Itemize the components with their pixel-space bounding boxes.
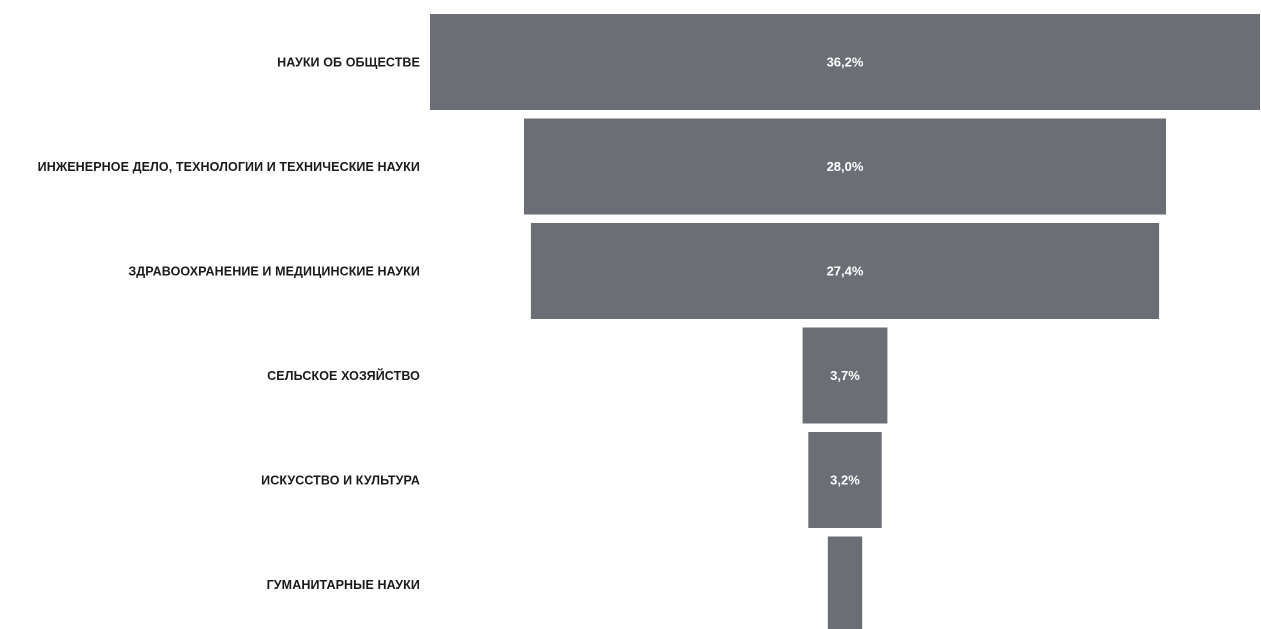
funnel-bar xyxy=(802,327,888,424)
funnel-bar xyxy=(430,14,1260,110)
funnel-bar xyxy=(827,536,863,629)
category-label: НАУКИ ОБ ОБЩЕСТВЕ xyxy=(277,56,420,70)
funnel-bar xyxy=(524,118,1166,215)
value-label: 27,4% xyxy=(827,264,864,279)
value-label: 36,2% xyxy=(827,55,864,70)
funnel-bar xyxy=(808,432,882,528)
value-label: 3,7% xyxy=(830,368,860,383)
value-label: 28,0% xyxy=(827,159,864,174)
category-label: ИСКУССТВО И КУЛЬТУРА xyxy=(261,474,420,488)
category-label: ГУМАНИТАРНЫЕ НАУКИ xyxy=(267,578,420,592)
category-label: СЕЛЬСКОЕ ХОЗЯЙСТВО xyxy=(267,368,420,383)
funnel-bar xyxy=(530,223,1160,319)
value-label: 3,2% xyxy=(830,473,860,488)
category-label: ИНЖЕНЕРНОЕ ДЕЛО, ТЕХНОЛОГИИ И ТЕХНИЧЕСКИ… xyxy=(38,160,420,174)
category-label: ЗДРАВООХРАНЕНИЕ И МЕДИЦИНСКИЕ НАУКИ xyxy=(128,265,420,279)
